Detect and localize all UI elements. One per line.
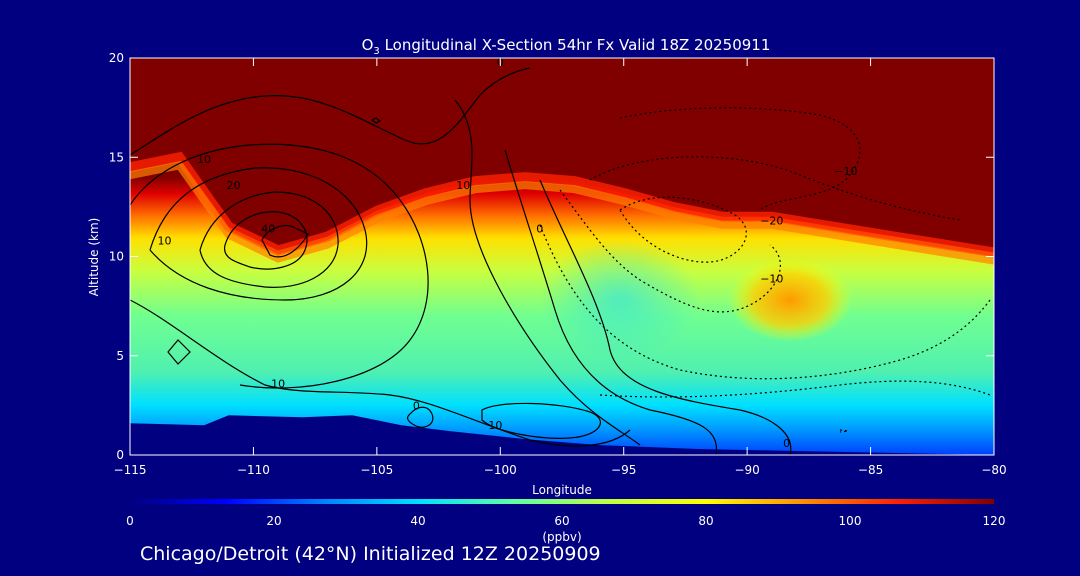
contour-line <box>454 99 641 446</box>
contour-label: 0 <box>783 437 790 450</box>
contour-label: 10 <box>456 179 470 192</box>
negative-contour-line <box>589 156 961 221</box>
x-tick-label: −110 <box>237 463 270 477</box>
contour-label: 10 <box>488 419 502 432</box>
colorbar-tick-label: 120 <box>983 514 1006 528</box>
negative-contour-line <box>599 380 991 398</box>
contour-line <box>481 402 601 439</box>
y-tick-label: 5 <box>116 349 124 363</box>
colorbar-tick-label: 0 <box>126 514 134 528</box>
ozone-minimum-region <box>540 240 700 360</box>
negative-contour-line <box>559 189 781 313</box>
contour-label: 40 <box>261 223 275 236</box>
colorbar <box>130 499 994 504</box>
contour-line <box>130 143 429 389</box>
contour-lines <box>130 67 792 455</box>
tropopause-edge <box>130 151 994 258</box>
contour-labels: 010204010100100100−10−20−10 <box>158 58 858 450</box>
x-tick-label: −85 <box>858 463 883 477</box>
y-tick-label: 20 <box>109 51 124 65</box>
contour-label: 10 <box>271 378 285 391</box>
colorbar-ticks: 0 20 40 60 80 100 120 <box>126 514 1005 528</box>
y-tick-label: 15 <box>109 150 124 164</box>
contour-line <box>406 406 434 428</box>
contour-label: 0 <box>413 399 420 412</box>
ozone-maximum-region <box>728 258 852 342</box>
y-tick-label: 10 <box>109 250 124 264</box>
x-axis-label: Longitude <box>532 483 592 497</box>
x-tick-label: −100 <box>484 463 517 477</box>
tropopause-edge-inner <box>130 160 994 265</box>
contour-label: −10 <box>834 165 857 178</box>
contour-label: 20 <box>227 179 241 192</box>
contour-line <box>149 167 368 301</box>
x-tick-label: −105 <box>360 463 393 477</box>
negative-contour-line <box>619 196 747 263</box>
colorbar-tick-label: 20 <box>266 514 281 528</box>
y-axis-ticks: 0 5 10 15 20 <box>109 51 994 462</box>
contour-line <box>261 225 309 258</box>
chart-title: O3 Longitudinal X-Section 54hr Fx Valid … <box>362 36 771 57</box>
x-tick-label: −95 <box>611 463 636 477</box>
x-tick-label: −90 <box>734 463 759 477</box>
contour-line <box>167 339 191 365</box>
x-tick-label: −115 <box>114 463 147 477</box>
negative-contour-lines <box>539 107 991 433</box>
colorbar-tick-label: 60 <box>554 514 569 528</box>
contour-label: −20 <box>760 215 783 228</box>
colorbar-unit-label: (ppbv) <box>542 530 581 544</box>
contour-line <box>199 191 339 288</box>
contour-line <box>370 117 382 124</box>
colorbar-tick-label: 40 <box>410 514 425 528</box>
y-tick-label: 0 <box>116 448 124 462</box>
negative-contour-line <box>539 224 991 380</box>
y-axis-label: Altitude (km) <box>87 218 101 297</box>
contour-label: −10 <box>760 272 783 285</box>
surface-terrain <box>130 415 994 455</box>
plot-area: 010204010100100100−10−20−10 <box>130 58 994 455</box>
contour-label: 0 <box>536 223 543 236</box>
footer-location-text: Chicago/Detroit (42°N) Initialized 12Z 2… <box>140 543 601 565</box>
contour-line <box>504 149 718 455</box>
contour-label: 10 <box>197 153 211 166</box>
x-axis-ticks: −115 −110 −105 −100 −95 −90 −85 −80 <box>114 58 1007 477</box>
contour-line <box>130 299 631 447</box>
x-tick-label: −80 <box>981 463 1006 477</box>
colorbar-tick-label: 80 <box>698 514 713 528</box>
contour-line <box>224 211 308 270</box>
contour-label: 10 <box>158 235 172 248</box>
colorbar-tick-label: 100 <box>839 514 862 528</box>
contour-line <box>539 179 792 455</box>
contour-line <box>130 67 531 156</box>
